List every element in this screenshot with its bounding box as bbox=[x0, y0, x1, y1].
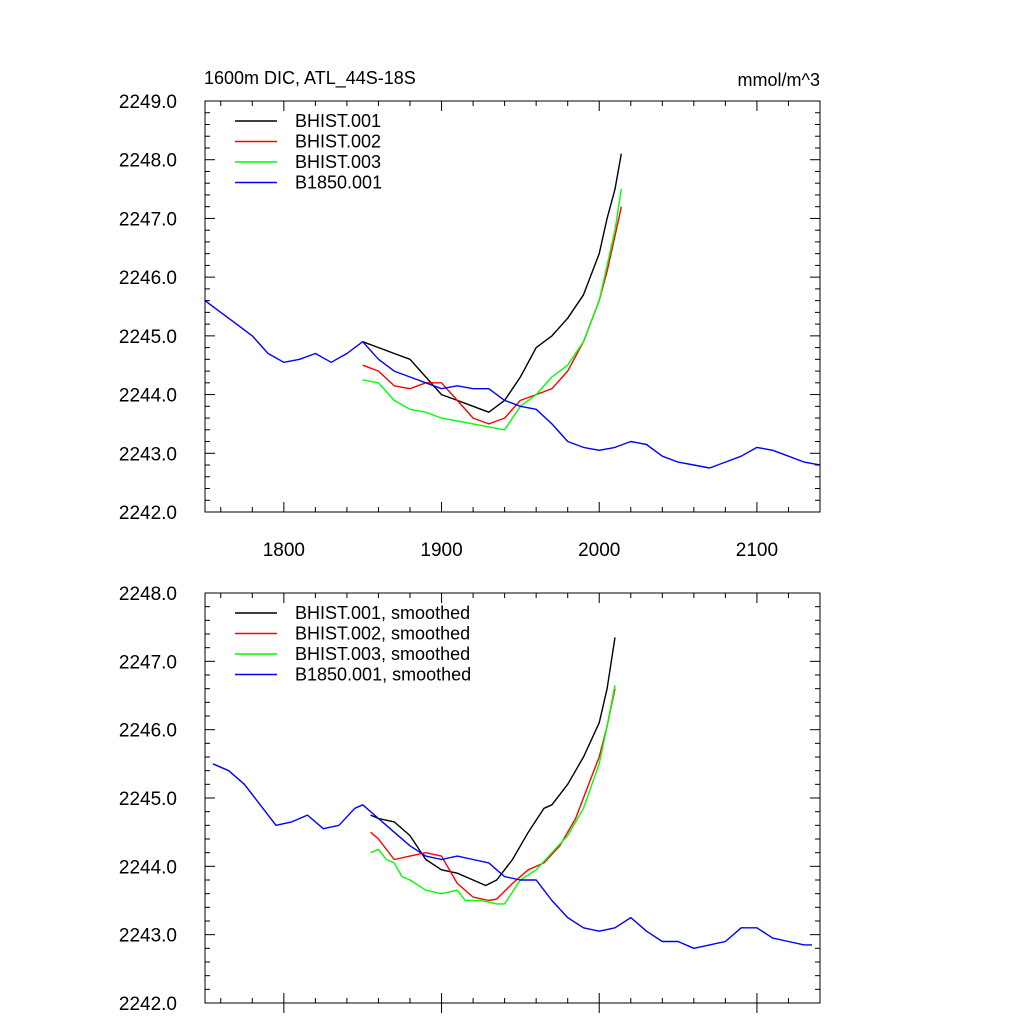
x-tick-label: 1800 bbox=[263, 540, 305, 561]
legend-label: B1850.001, smoothed bbox=[295, 665, 471, 685]
units-label: mmol/m^3 bbox=[738, 70, 820, 90]
top-panel: 2242.0 2243.0 2244.0 2245.0 2246.0 2247.0 2248… bbox=[119, 92, 821, 561]
series-line-2 bbox=[362, 188, 622, 431]
y-tick-label: 2244.0 bbox=[119, 386, 177, 407]
series-group bbox=[205, 153, 820, 469]
y-tick-label: 2243.0 bbox=[119, 926, 177, 947]
series-line-1 bbox=[370, 688, 616, 902]
y-tick-label: 2247.0 bbox=[119, 652, 177, 673]
legend-label: BHIST.001, smoothed bbox=[295, 603, 470, 623]
legend-label: BHIST.002, smoothed bbox=[295, 624, 470, 644]
y-tick-label: 2245.0 bbox=[119, 789, 177, 810]
legend-label: BHIST.003, smoothed bbox=[295, 644, 470, 664]
y-tick-label: 2243.0 bbox=[119, 444, 177, 465]
x-tick-label: 2100 bbox=[736, 540, 778, 561]
series-line-2 bbox=[370, 685, 616, 905]
legend-label: BHIST.001 bbox=[295, 111, 381, 131]
legend-label: BHIST.003 bbox=[295, 152, 381, 172]
y-tick-label: 2242.0 bbox=[119, 994, 177, 1015]
y-tick-label: 2242.0 bbox=[119, 503, 177, 524]
y-tick-label: 2245.0 bbox=[119, 327, 177, 348]
series-line-0 bbox=[370, 637, 616, 887]
bottom-panel: 2242.0 2243.0 2244.0 2245.0 2246.0 2247.0 2248… bbox=[119, 584, 821, 1015]
y-tick-label: 2246.0 bbox=[119, 268, 177, 289]
y-tick-label: 2247.0 bbox=[119, 209, 177, 230]
legend-label: BHIST.002 bbox=[295, 132, 381, 152]
series-line-3 bbox=[212, 763, 813, 949]
series-group bbox=[212, 637, 813, 949]
plot-frame bbox=[204, 100, 821, 513]
y-tick-label: 2246.0 bbox=[119, 721, 177, 742]
chart-title: 1600m DIC, ATL_44S-18S bbox=[204, 68, 416, 89]
y-tick-label: 2248.0 bbox=[119, 584, 177, 605]
x-tick-label: 2000 bbox=[578, 540, 620, 561]
legend-label: B1850.001 bbox=[295, 173, 382, 193]
y-tick-label: 2248.0 bbox=[119, 151, 177, 172]
y-tick-label: 2249.0 bbox=[119, 92, 177, 113]
x-tick-label: 1900 bbox=[420, 540, 462, 561]
series-line-3 bbox=[205, 300, 820, 469]
y-tick-label: 2244.0 bbox=[119, 857, 177, 878]
